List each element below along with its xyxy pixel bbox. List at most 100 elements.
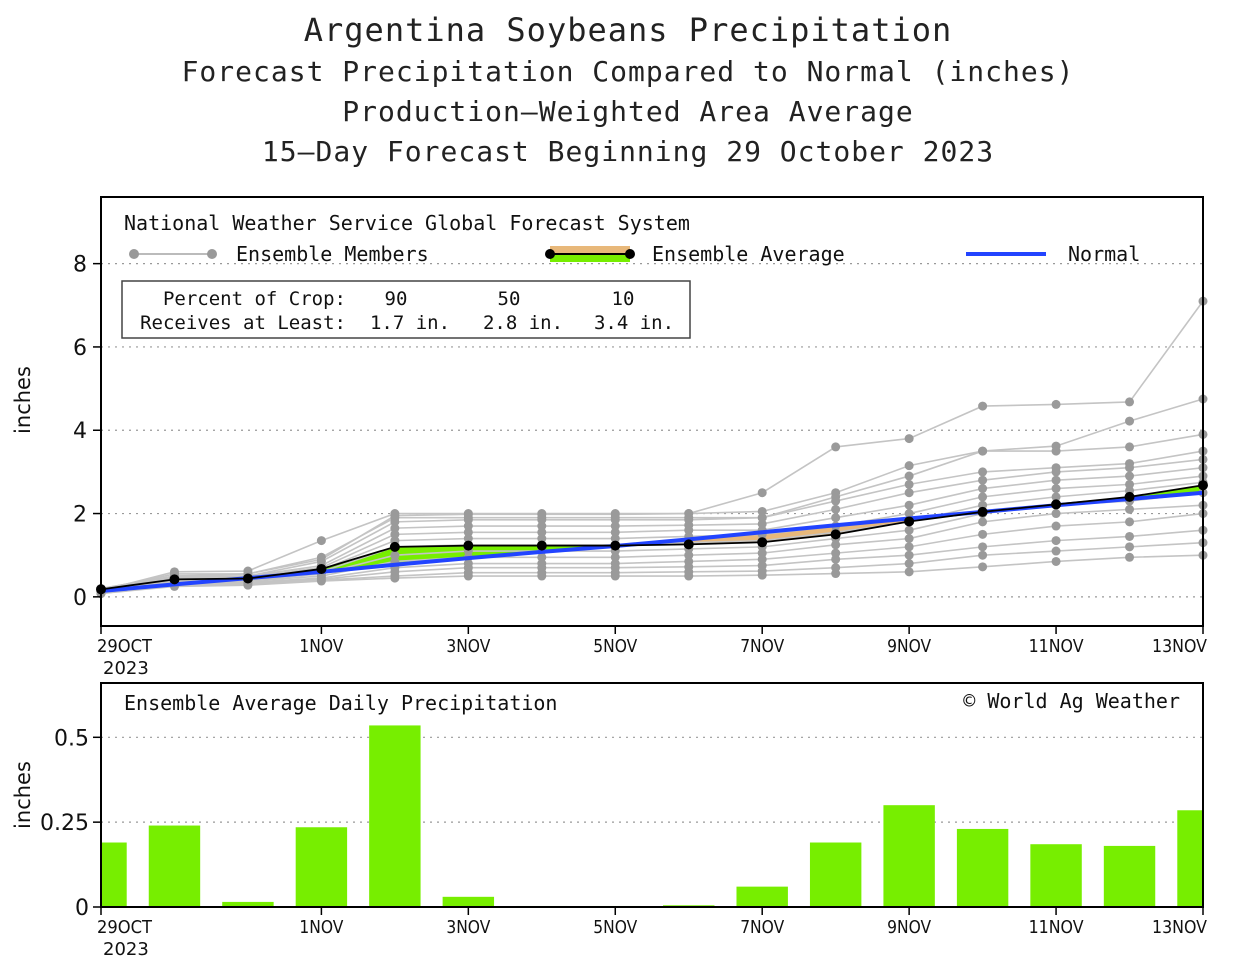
ensemble-average-line	[100, 484, 1204, 591]
ensemble-member-line	[100, 504, 1204, 593]
ensemble-member-point	[1051, 546, 1061, 556]
ensemble-member-point	[978, 446, 988, 456]
bottom-x-tick-label: 3NOV	[446, 917, 491, 938]
ensemble-member-point	[1051, 521, 1061, 531]
daily-precip-bar	[295, 827, 348, 907]
ensemble-average-point	[757, 537, 768, 548]
bottom-y-axis-label: inches	[11, 761, 35, 829]
ensemble-member-line	[100, 300, 1204, 592]
ensemble-average-point	[610, 540, 621, 551]
ensemble-member-point	[390, 550, 400, 560]
ensemble-average-point	[830, 529, 841, 540]
ensemble-members	[96, 296, 1208, 599]
ensemble-member-point	[904, 434, 914, 444]
ensemble-member-point	[1125, 442, 1135, 452]
ensemble-member-point	[463, 527, 473, 537]
ensemble-member-point	[978, 542, 988, 552]
ensemble-member-point	[757, 570, 767, 580]
ensemble-member-point	[978, 517, 988, 527]
ensemble-member-line	[100, 541, 1204, 595]
ensemble-member-point	[1125, 552, 1135, 562]
ensemble-member-point	[390, 573, 400, 583]
top-y-tick-label: 8	[73, 253, 87, 278]
ensemble-member-point	[831, 548, 841, 558]
daily-precip-bars	[101, 725, 1203, 907]
ensemble-member-point	[757, 488, 767, 498]
crop-amount-10: 3.4 in.	[594, 312, 674, 334]
ensemble-member-point	[904, 559, 914, 569]
ensemble-member-line	[100, 466, 1204, 592]
credit-label: © World Ag Weather	[963, 689, 1180, 713]
ensemble-member-point	[1125, 531, 1135, 541]
ensemble-member-point	[1051, 509, 1061, 519]
ensemble-member-point	[537, 521, 547, 531]
ensemble-member-point	[757, 513, 767, 523]
bottom-y-axis: 0 0.25 0.5	[40, 726, 101, 921]
ensemble-member-point	[904, 461, 914, 471]
ensemble-average-point	[536, 540, 547, 551]
top-x-axis: 29OCT 1NOV 3NOV 5NOV 7NOV 9NOV 11NOV 13NOV 2023	[97, 626, 1208, 679]
ensemble-member-point	[904, 488, 914, 498]
ensemble-member-point	[757, 554, 767, 564]
ensemble-member-point	[463, 521, 473, 531]
bottom-y-tick-label: 0.25	[40, 811, 89, 836]
top-y-tick-label: 4	[73, 419, 87, 444]
ensemble-member-point	[831, 513, 841, 523]
daily-precip-bar	[222, 901, 274, 907]
ensemble-average-point	[242, 573, 253, 584]
ensemble-member-point	[904, 567, 914, 577]
top-x-tick-label: 7NOV	[740, 636, 785, 657]
ensemble-member-point	[610, 552, 620, 562]
bottom-plot-frame	[100, 682, 1204, 908]
ensemble-member-point	[1125, 517, 1135, 527]
ensemble-member-line	[100, 433, 1204, 591]
ensemble-member-point	[831, 442, 841, 452]
bottom-grid	[101, 736, 1203, 823]
ensemble-average-point	[169, 574, 180, 585]
chart-title: Argentina Soybeans Precipitation	[303, 11, 953, 49]
legend-normal-label: Normal	[1068, 242, 1140, 266]
ensemble-member-line	[100, 398, 1204, 590]
daily-precip-bar	[809, 842, 862, 907]
ensemble-member-point	[831, 496, 841, 506]
ensemble-average-point	[904, 516, 915, 527]
ensemble-member-point	[978, 550, 988, 560]
ensemble-member-line	[100, 458, 1204, 591]
daily-precip-bar	[148, 825, 201, 907]
ensemble-member-point	[831, 504, 841, 514]
ensemble-average-series	[96, 480, 1208, 595]
bottom-x-tick-label: 11NOV	[1029, 917, 1085, 938]
ensemble-member-point	[1125, 463, 1135, 473]
title-block: Argentina Soybeans Precipitation Forecas…	[0, 8, 1256, 172]
daily-precip-bar	[442, 896, 495, 907]
ensemble-member-point	[1051, 399, 1061, 409]
bottom-x-axis: 29OCT 1NOV 3NOV 5NOV 7NOV 9NOV 11NOV 13NOV 2023	[97, 907, 1208, 960]
bottom-x-tick-label: 5NOV	[593, 917, 638, 938]
bottom-x-tick-label: 13NOV	[1152, 917, 1208, 938]
crop-percent-10: 10	[612, 288, 635, 310]
top-grid	[101, 263, 1203, 598]
legend-average-label: Ensemble Average	[652, 242, 845, 266]
ensemble-member-point	[610, 515, 620, 525]
ensemble-average-point	[977, 506, 988, 517]
bottom-x-tick-label: 1NOV	[299, 917, 344, 938]
crop-row1-label: Percent of Crop:	[163, 288, 346, 310]
top-x-tick-label: 1NOV	[299, 636, 344, 657]
ensemble-member-point	[978, 492, 988, 502]
top-x-tick-label: 5NOV	[593, 636, 638, 657]
daily-precip-bar	[1030, 844, 1082, 907]
ensemble-member-point	[390, 523, 400, 533]
crop-box	[121, 280, 691, 339]
ensemble-member-point	[1125, 397, 1135, 407]
top-x-tick-label: 11NOV	[1029, 636, 1085, 657]
ensemble-member-point	[390, 517, 400, 527]
ensemble-member-line	[100, 554, 1204, 595]
ensemble-member-point	[463, 515, 473, 525]
crop-amount-90: 1.7 in.	[370, 312, 450, 334]
ensemble-member-point	[537, 571, 547, 581]
ensemble-member-point	[1051, 556, 1061, 566]
ensemble-member-point	[904, 542, 914, 552]
ensemble-member-point	[978, 401, 988, 411]
ensemble-member-point	[757, 506, 767, 516]
crop-percent-50: 50	[498, 288, 521, 310]
